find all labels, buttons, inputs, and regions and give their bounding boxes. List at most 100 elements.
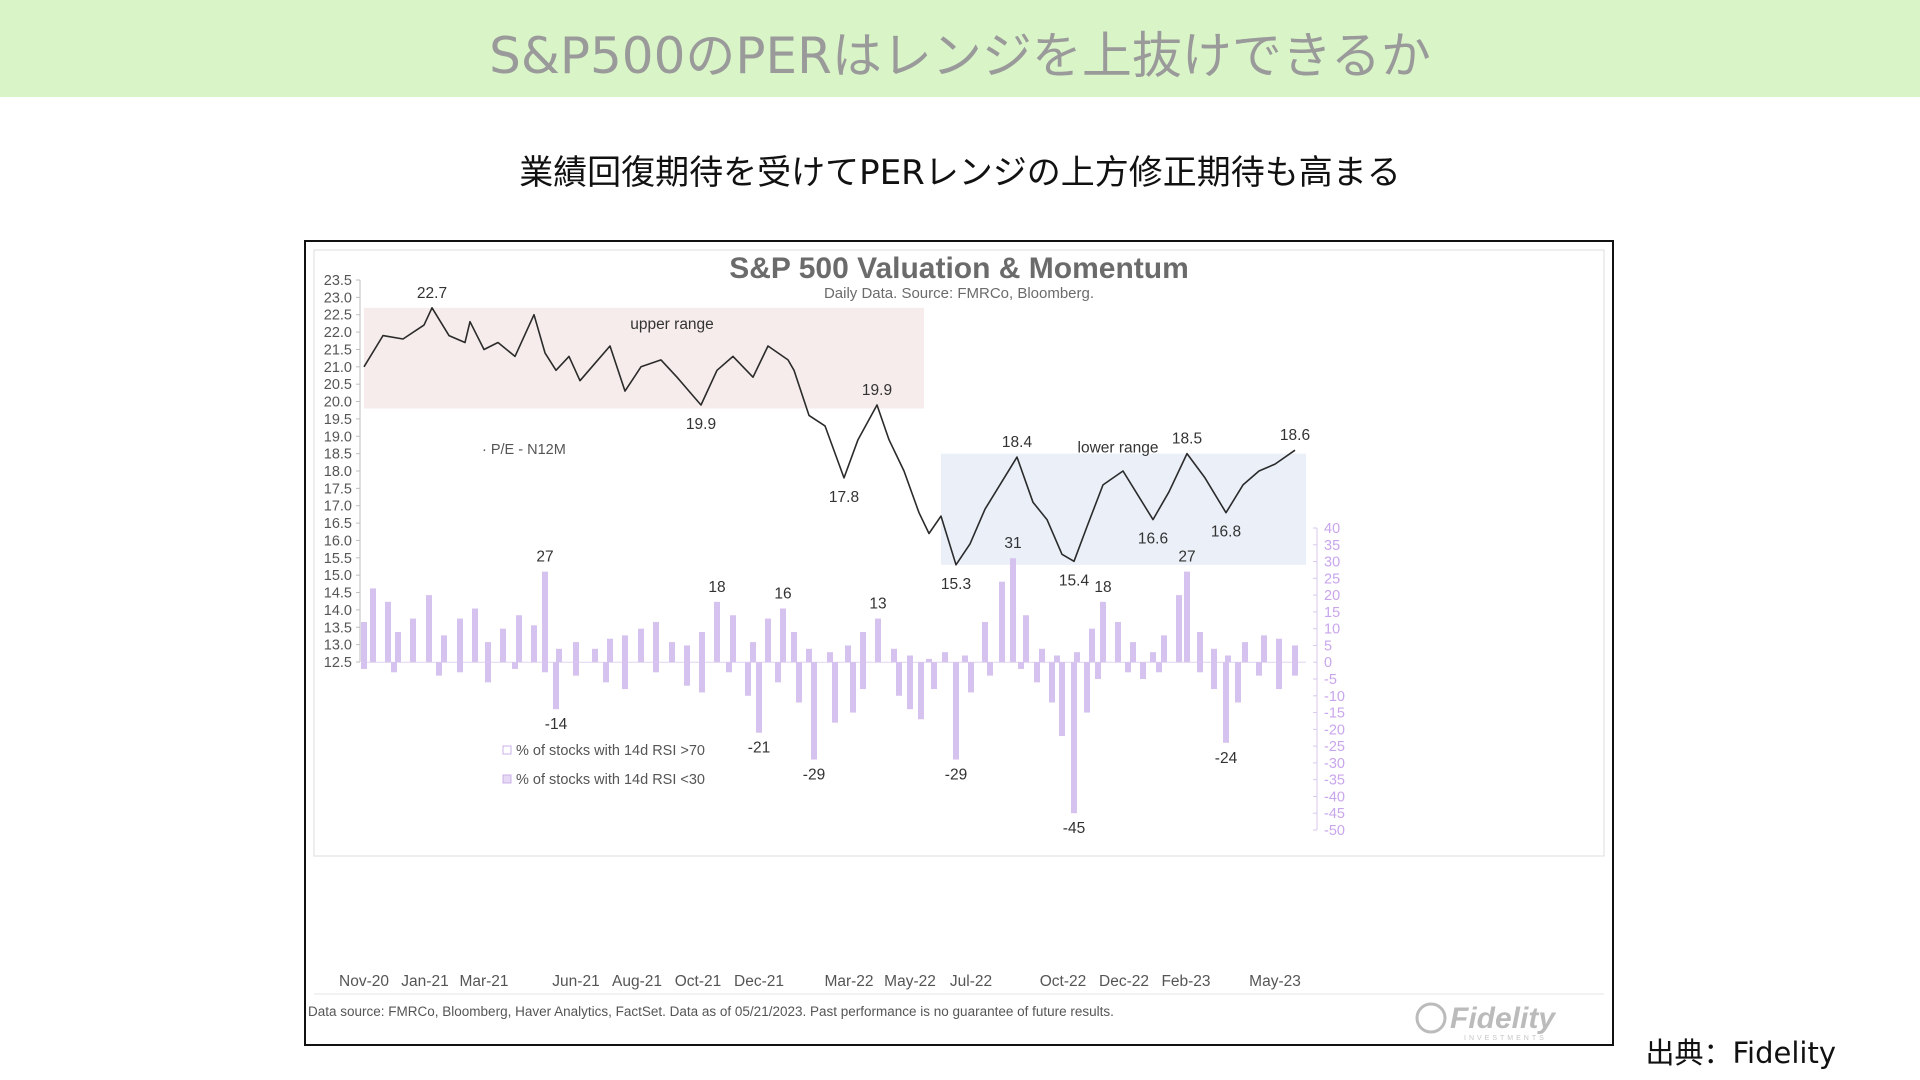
rsi-over70-bar (1211, 648, 1217, 663)
rsi-over70-bar (1054, 655, 1060, 663)
rsi-under30-bar (775, 662, 781, 683)
rsi-under30-bar (953, 662, 959, 760)
rsi-over70-bar (542, 571, 548, 663)
right-axis-tick-label: -20 (1324, 722, 1345, 738)
rsi-under30-bar (603, 662, 609, 683)
data-label: 27 (536, 549, 553, 566)
rsi-under30-bar (896, 662, 902, 696)
data-label: 31 (1004, 535, 1021, 552)
rsi-under30-bar (850, 662, 856, 713)
right-axis-tick-label: 40 (1324, 521, 1340, 537)
right-axis-tick-label: 30 (1324, 555, 1340, 571)
left-axis-tick-label: 18.5 (324, 447, 352, 463)
left-axis-tick-label: 21.5 (324, 342, 352, 358)
rsi-over70-bar (1130, 642, 1136, 663)
x-axis-tick-label: Feb-23 (1161, 973, 1210, 990)
data-label: lower range (1078, 439, 1159, 456)
rsi-under30-bar (542, 662, 548, 673)
left-axis-tick-label: 23.0 (324, 290, 352, 306)
rsi-under30-bar (1059, 662, 1065, 737)
data-label: upper range (630, 316, 714, 333)
rsi-over70-bar (982, 621, 988, 663)
rsi-under30-bar (1276, 662, 1282, 690)
rsi-over70-bar (426, 595, 432, 663)
rsi-over70-bar (1176, 595, 1182, 663)
x-axis-tick-label: Jul-22 (950, 973, 992, 990)
x-axis-tick-label: May-22 (884, 973, 936, 990)
rsi-under30-bar (1140, 662, 1146, 679)
rsi-over70-bar (1261, 635, 1267, 663)
x-axis-tick-label: May-23 (1249, 973, 1301, 990)
right-axis-tick-label: -45 (1324, 806, 1345, 822)
rsi-over70-bar (891, 648, 897, 663)
rsi-under30-bar (436, 662, 442, 676)
right-axis-tick-label: 20 (1324, 588, 1340, 604)
data-label: -21 (748, 740, 770, 757)
rsi-under30-bar (1223, 662, 1229, 743)
rsi-under30-bar (1125, 662, 1131, 673)
rsi-under30-bar (1034, 662, 1040, 683)
rsi-over70-bar (669, 642, 675, 663)
rsi-over70-bar (1150, 652, 1156, 663)
legend-swatch-rsi30 (502, 774, 512, 784)
rsi-over70-bar (573, 642, 579, 663)
rsi-over70-bar (1074, 652, 1080, 663)
rsi-under30-bar (391, 662, 397, 673)
left-axis-tick-label: 18.0 (324, 464, 352, 480)
rsi-under30-bar (361, 662, 367, 669)
rsi-under30-bar (931, 662, 937, 690)
rsi-under30-bar (1018, 662, 1024, 669)
legend-rsi30: % of stocks with 14d RSI <30 (516, 772, 705, 788)
x-axis-tick-label: Oct-22 (1040, 973, 1087, 990)
left-axis-tick-label: 14.0 (324, 603, 352, 619)
data-label: 18.5 (1172, 431, 1202, 448)
chart-frame: S&P 500 Valuation & Momentum Daily Data. … (304, 240, 1614, 1046)
right-axis-tick-label: -5 (1324, 672, 1337, 688)
x-axis-tick-label: Oct-21 (675, 973, 722, 990)
data-label: 19.9 (686, 416, 716, 433)
rsi-under30-bar (653, 662, 659, 673)
left-axis-tick-label: 22.5 (324, 308, 352, 324)
footnote: Data source: FMRCo, Bloomberg, Haver Ana… (308, 1004, 1114, 1019)
left-axis-tick-label: 14.5 (324, 586, 352, 602)
right-axis-tick-label: 15 (1324, 605, 1340, 621)
left-axis-tick-label: 13.0 (324, 638, 352, 654)
rsi-over70-bar (531, 625, 537, 663)
rsi-over70-bar (845, 645, 851, 663)
rsi-over70-bar (361, 621, 367, 663)
rsi-under30-bar (553, 662, 559, 710)
left-axis-tick-label: 19.5 (324, 412, 352, 428)
rsi-under30-bar (1084, 662, 1090, 713)
data-label: 13 (869, 596, 886, 613)
rsi-over70-bar (1039, 648, 1045, 663)
rsi-over70-bar (1023, 615, 1029, 663)
slide-subtitle: 業績回復期待を受けてPERレンジの上方修正期待も高まる (519, 153, 1401, 193)
right-axis-tick-label: -50 (1324, 823, 1345, 839)
rsi-over70-bar (684, 645, 690, 663)
right-axis-tick-label: -25 (1324, 739, 1345, 755)
rsi-over70-bar (622, 635, 628, 663)
x-axis-tick-label: Jan-21 (401, 973, 448, 990)
rsi-under30-bar (745, 662, 751, 696)
fidelity-logo-mark (1415, 1002, 1447, 1034)
rsi-under30-bar (1156, 662, 1162, 673)
data-label: 18 (1094, 579, 1111, 596)
rsi-under30-bar (622, 662, 628, 690)
left-axis-tick-label: 16.5 (324, 516, 352, 532)
rsi-over70-bar (1276, 638, 1282, 663)
rsi-under30-bar (1049, 662, 1055, 703)
data-label: 27 (1178, 549, 1195, 566)
rsi-under30-bar (1197, 662, 1203, 673)
rsi-over70-bar (500, 628, 506, 663)
rsi-under30-bar (1256, 662, 1262, 676)
rsi-under30-bar (918, 662, 924, 720)
right-axis-tick-label: -30 (1324, 756, 1345, 772)
data-label: -29 (945, 767, 967, 784)
x-axis-tick-label: Mar-21 (459, 973, 508, 990)
rsi-under30-bar (811, 662, 817, 760)
rsi-under30-bar (684, 662, 690, 686)
rsi-over70-bar (1197, 632, 1203, 663)
rsi-over70-bar (592, 648, 598, 663)
data-label: 16.6 (1138, 531, 1168, 548)
right-axis-tick-label: -10 (1324, 689, 1345, 705)
